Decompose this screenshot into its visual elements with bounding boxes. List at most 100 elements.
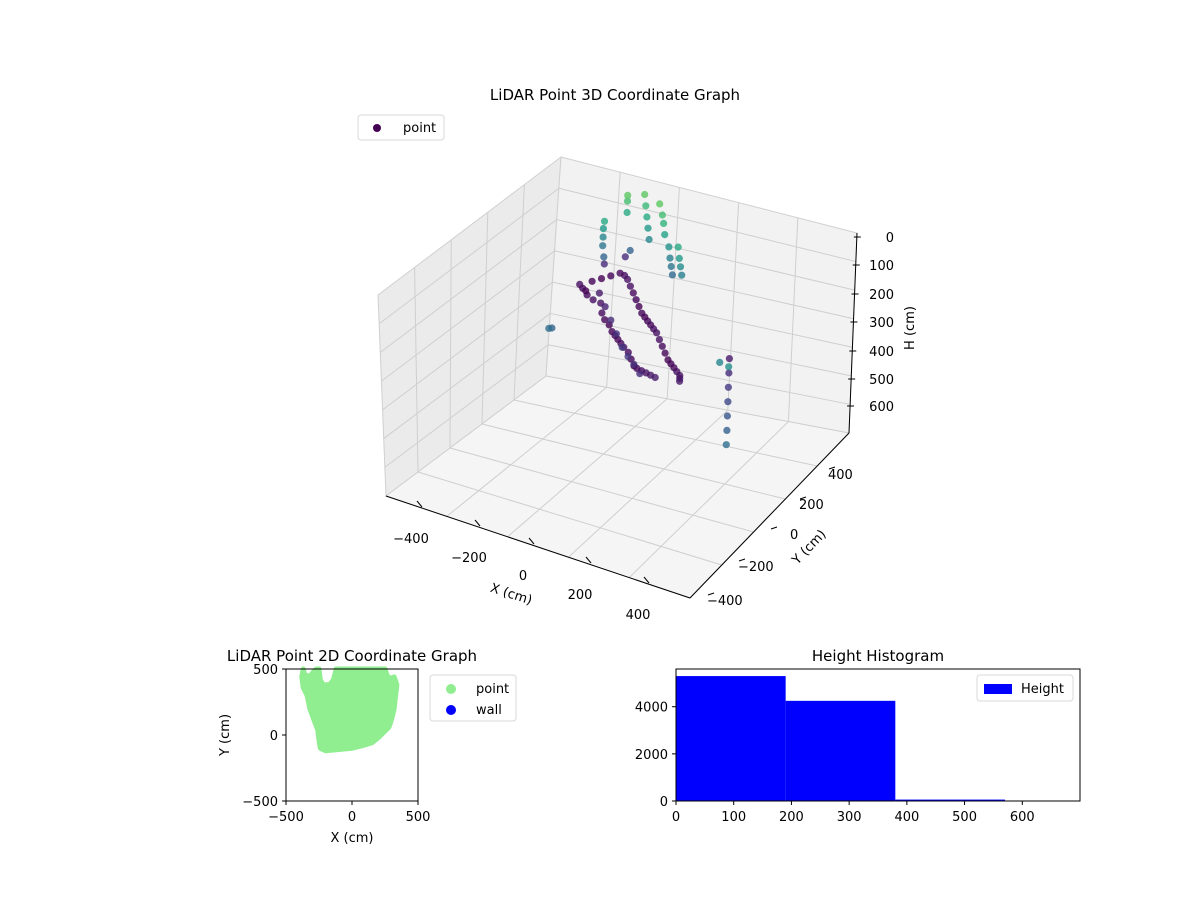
point-3d [674,243,682,251]
point-3d [722,441,730,449]
point-3d [638,309,646,317]
x-tick-label-histogram: 400 [894,810,919,825]
y-tick-label-3d: −400 [707,594,743,609]
point-3d [643,213,651,221]
point-3d [723,426,731,434]
x-tick-label-3d: −200 [451,551,487,566]
point-3d [658,342,666,350]
x-tick-label-2d: −500 [268,810,304,825]
point-3d [601,303,609,311]
x-tick-3d [474,519,481,527]
x-tick-3d [643,576,650,584]
y-tick-label-2d: 0 [270,729,278,744]
legend-3d-marker [373,124,381,132]
x-tick-3d [528,537,535,545]
legend-2d-label-point: point [476,682,509,697]
point-3d [656,200,664,208]
x-tick-label-histogram: 600 [1010,810,1035,825]
y-tick-label-histogram: 4000 [635,701,668,716]
point-3d [665,243,673,251]
point-3d [661,231,669,239]
y-axis-line [689,432,850,599]
point-3d [632,296,640,304]
ticks-histogram: 0 100 200 300 400 500 600 0 2000 4000 [635,701,1035,825]
point-3d [545,324,553,332]
point-3d [626,246,634,255]
legend-2d-label-wall: wall [476,703,502,718]
grid-3d-floor-x [446,387,607,517]
legend-histogram: Height [976,674,1074,702]
x-tick-3d [585,556,592,564]
point-3d [598,309,606,317]
legend-histogram-box [976,674,1074,702]
x-tick-label-histogram: 100 [721,810,746,825]
grid-3d-floor-x [628,421,789,578]
z-tick-label-3d: 600 [869,400,894,415]
grid-3d-h-left [383,313,551,439]
y-tick-label-2d: −500 [242,795,278,810]
point-3d [595,289,604,297]
ticks-3d: −400−2000200400−400−20002004000100200300… [393,231,894,623]
point-3d [601,316,609,324]
grid-3d-h-left [381,250,555,382]
point-3d [725,355,734,363]
grid-3d-h-right [558,187,856,263]
grid-3d-backleft-v [513,184,525,401]
histogram-title: Height Histogram [812,647,944,665]
point-3d [641,190,649,199]
grid-3d-backright-v [606,172,621,388]
grid-3d-floor-x [507,398,668,538]
z-tick-label-3d: 0 [886,231,894,246]
point-3d [588,277,596,285]
legend-3d-box [357,114,445,141]
point-cloud-2d [299,666,400,754]
x-tick-label-histogram: 0 [672,810,680,825]
point-3d [645,235,653,244]
z-axis-label-3d: H (cm) [903,306,918,350]
x-axis-line [385,495,691,599]
point-3d [626,282,635,290]
grid-3d-h-right [548,344,851,405]
x-tick-label-histogram: 200 [779,810,804,825]
z-axis-line [848,232,858,434]
plot-area-histogram [675,668,1081,802]
point-3d [618,343,626,351]
y-tick-label-3d: 400 [828,468,853,483]
point-3d [599,225,608,233]
grid-3d-backleft-v [481,212,489,425]
grid-3d-h-left [384,344,549,468]
y-tick-label-3d: 200 [799,498,824,513]
point-3d [599,233,607,241]
y-tick-label-histogram: 0 [660,795,668,810]
point-3d [655,336,664,344]
point-3d [667,262,675,271]
legend-2d-marker-point [446,684,456,694]
grid-3d-backleft-v [449,239,452,449]
point-3d [716,358,724,366]
x-axis-label-3d: X (cm) [488,581,534,609]
y-tick-3d [770,526,778,530]
point-3d [630,360,638,368]
y-tick-3d [707,592,715,596]
legend-2d-marker-wall [446,705,456,715]
point-3d [658,211,667,219]
histogram-bar [895,799,1005,801]
x-tick-label-histogram: 300 [837,810,862,825]
grid-3d-h-left [382,281,553,411]
grid-3d-h-right [556,219,855,291]
point-3d [616,269,624,277]
legend-3d: point [357,114,445,141]
point-3d [676,263,685,271]
x-tick-label-2d: 0 [348,810,356,825]
point-3d [724,383,733,391]
histogram-bars [676,676,1005,801]
point-3d [725,369,733,377]
point-3d [675,254,683,262]
point-3d [664,356,672,364]
x-tick-label-3d: −400 [393,532,429,547]
histogram-bar [785,700,896,801]
point-3d [624,352,632,361]
point-3d [723,412,732,420]
chart-2d: LiDAR Point 2D Coordinate Graph −500−500… [218,647,517,846]
